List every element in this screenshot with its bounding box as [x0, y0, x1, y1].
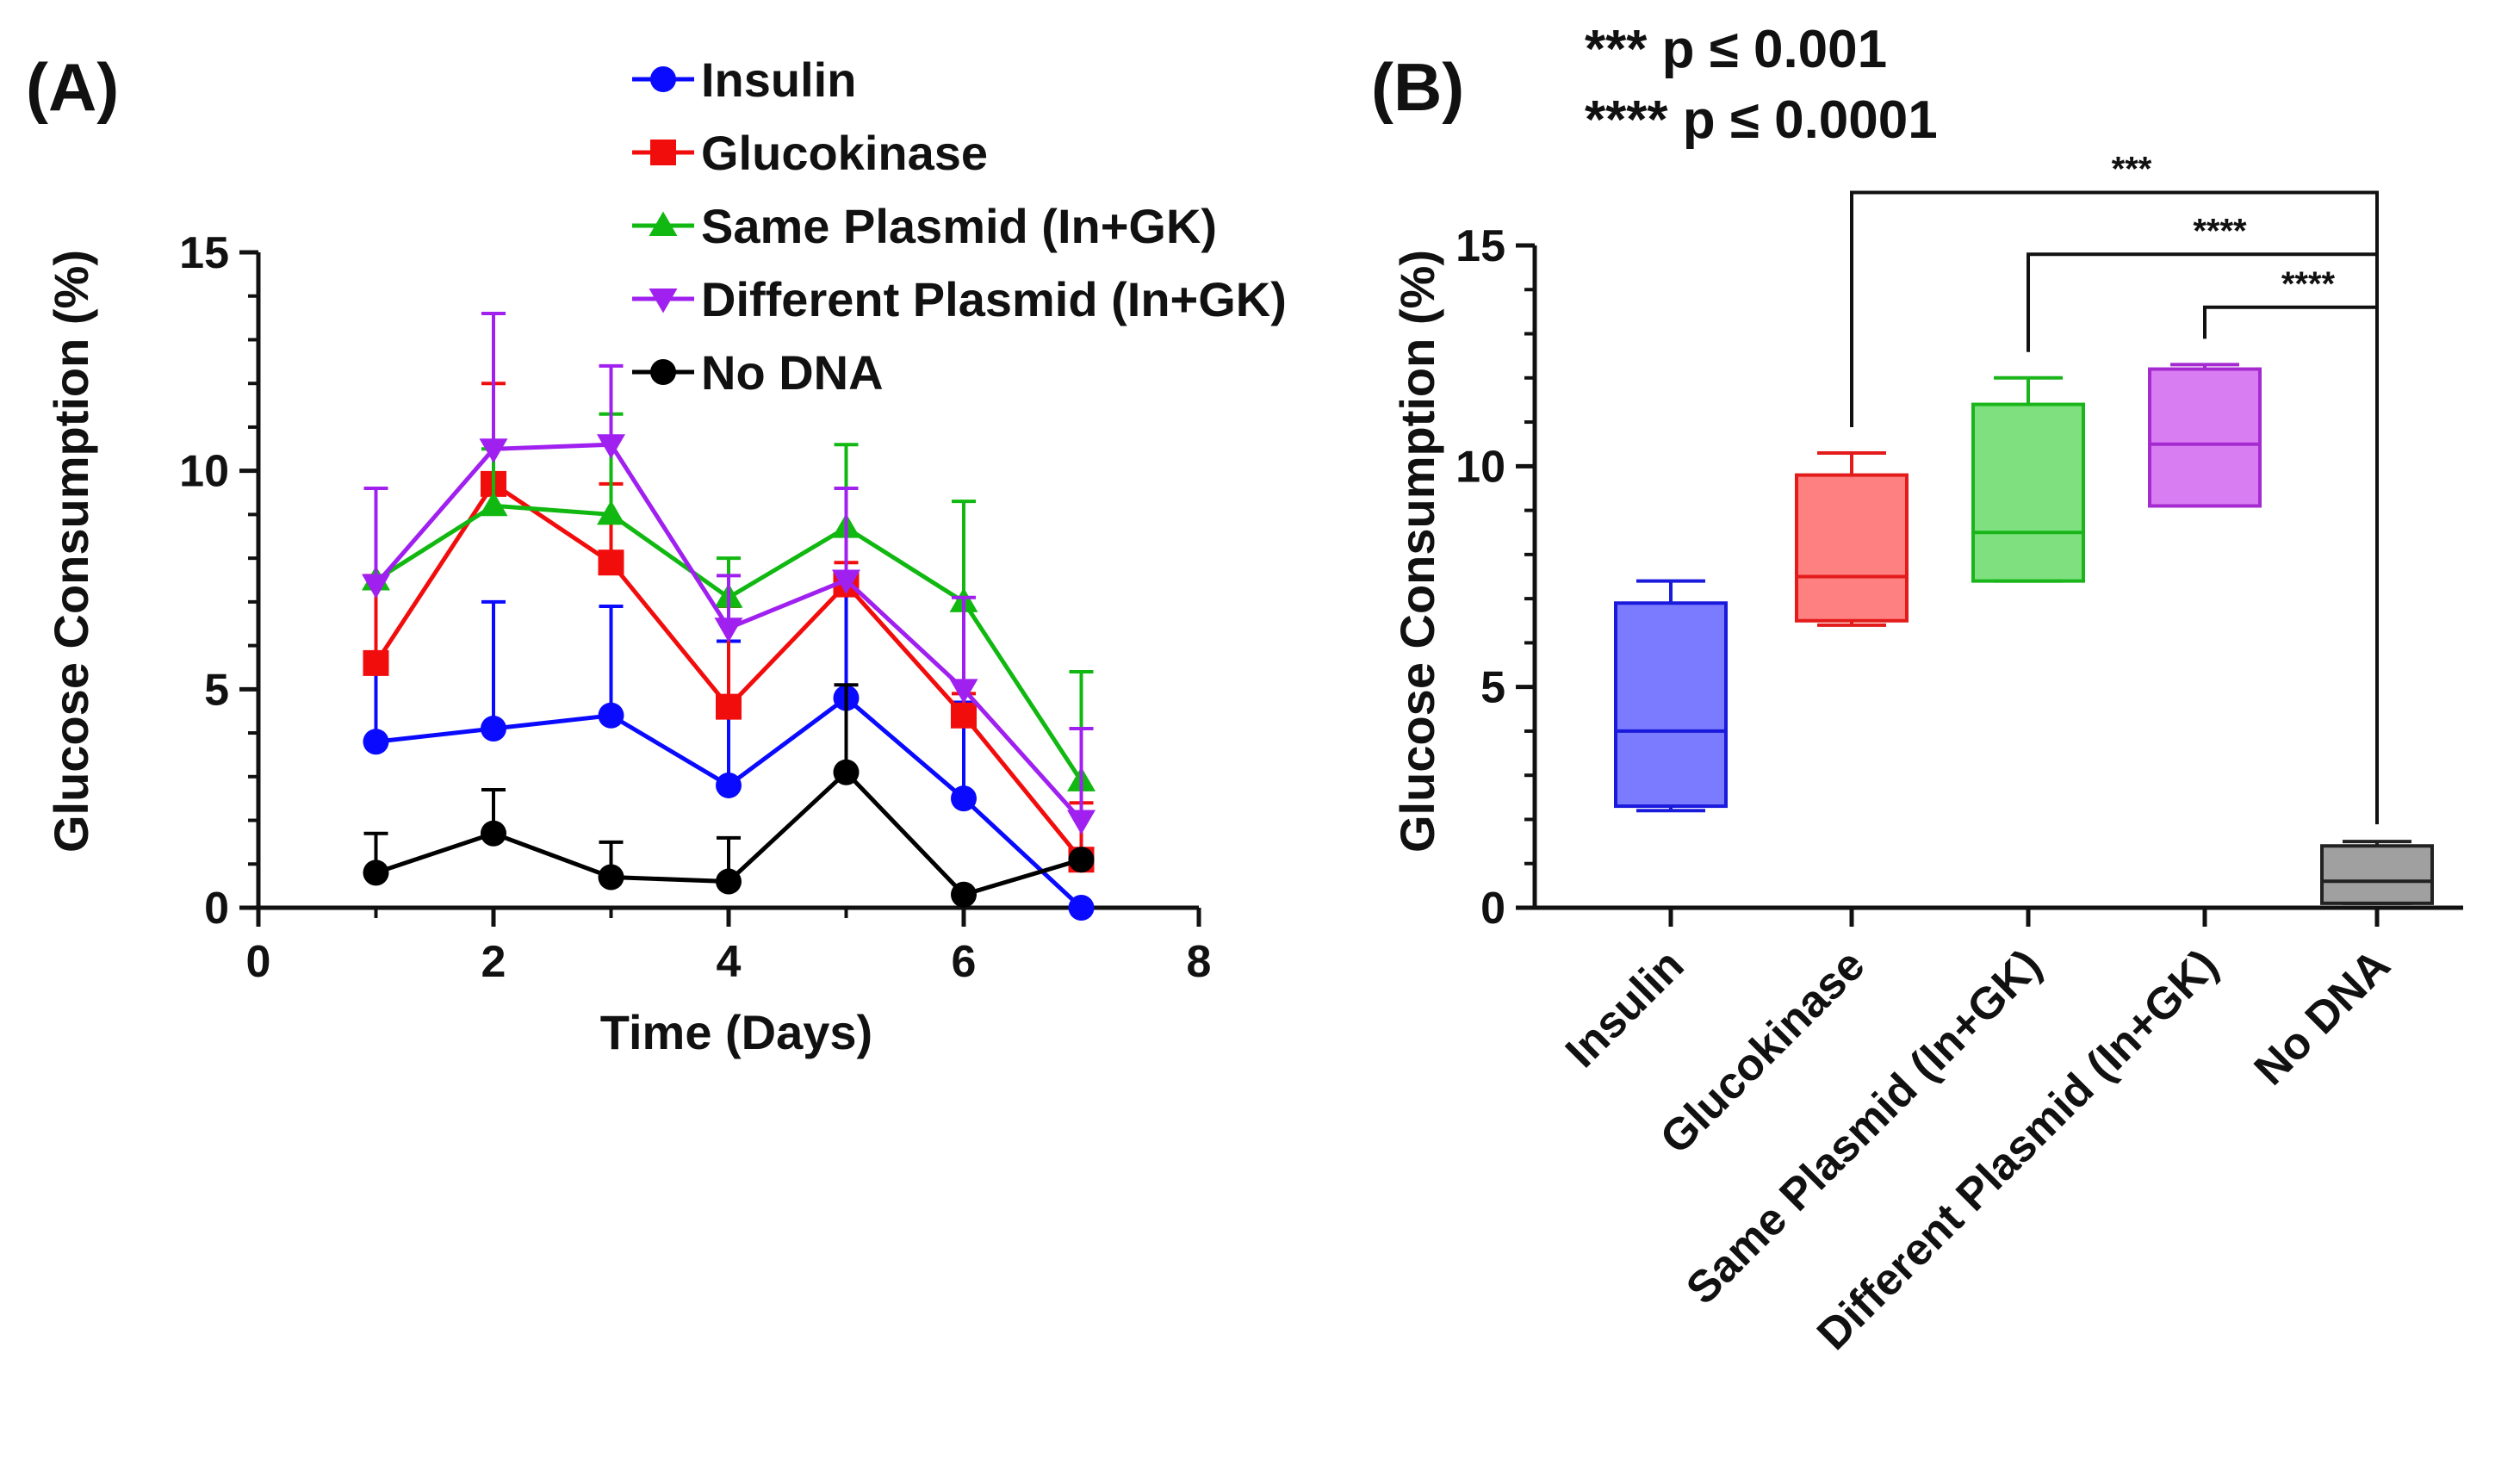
data-point: [951, 881, 977, 908]
legend-item-glucokinase: Glucokinase: [632, 126, 988, 180]
legend-item-different-plasmid-in-gk: Different Plasmid (In+GK): [632, 272, 1287, 326]
panel-a-x-tick-label: 8: [1187, 937, 1212, 987]
panel-b-category-label: Same Plasmid (In+GK): [1677, 940, 2051, 1313]
data-point: [598, 864, 624, 891]
data-point: [363, 860, 389, 886]
box-insulin: Insulin: [1556, 579, 1728, 1077]
series-no-dna: [363, 683, 1095, 908]
box-body: [1971, 402, 2085, 583]
data-point: [481, 820, 506, 847]
data-point: [597, 434, 625, 459]
data-point: [479, 491, 508, 517]
data-point: [1068, 847, 1095, 873]
data-point: [481, 715, 506, 742]
legend-label: Different Plasmid (In+GK): [701, 272, 1287, 326]
data-point: [949, 679, 978, 704]
panel-a-y-tick-label: 0: [204, 884, 229, 934]
significance-bracket: ****: [2203, 265, 2379, 418]
data-point: [716, 693, 742, 720]
panel-a-label: (A): [26, 49, 119, 125]
series-different-plasmid-in-gk: [362, 312, 1096, 835]
data-point: [832, 569, 860, 594]
significance-note-1: *** p ≤ 0.001: [1585, 20, 1887, 79]
legend-item-insulin: Insulin: [632, 53, 856, 107]
panel-b-label: (B): [1371, 49, 1464, 125]
significance-stars: ***: [2112, 150, 2152, 188]
data-point: [597, 500, 625, 525]
box-body: [1614, 601, 1728, 809]
legend-marker: [650, 140, 676, 165]
legend-item-no-dna: No DNA: [632, 345, 884, 400]
panel-a-plot: 0 5 10 15 0 2 4 6 8 Insulin Glucokinase Same Plasmi…: [179, 53, 1287, 987]
panel-b-y-tick-label: 15: [1456, 221, 1505, 271]
legend-label: Insulin: [701, 53, 856, 107]
significance-note-2: **** p ≤ 0.0001: [1585, 90, 1938, 150]
data-point: [714, 617, 743, 642]
data-point: [598, 702, 624, 729]
panel-b-ylabel: Glucose Consumption (%): [1390, 250, 1444, 853]
bracket-line: [2203, 305, 2379, 418]
box-no-dna: No DNA: [2245, 840, 2434, 1095]
panel-a-x-tick-label: 0: [246, 937, 271, 987]
legend-label: No DNA: [701, 345, 884, 400]
legend-label: Same Plasmid (In+GK): [701, 199, 1217, 253]
panel-a-x-tick-label: 4: [717, 937, 742, 987]
panel-b-y-tick-label: 0: [1480, 884, 1505, 934]
data-point: [363, 649, 389, 676]
panel-a-y-tick-label: 15: [179, 228, 229, 278]
data-point: [479, 438, 508, 463]
panel-a-x-tick-label: 6: [952, 937, 977, 987]
panel-a-x-tick-label: 2: [481, 937, 506, 987]
legend-marker: [649, 211, 678, 236]
data-point: [1068, 895, 1095, 921]
box-body: [2320, 844, 2434, 905]
legend-label: Glucokinase: [701, 126, 988, 180]
legend-item-same-plasmid-in-gk: Same Plasmid (In+GK): [632, 199, 1217, 253]
panel-a-y-tick-label: 5: [204, 665, 229, 715]
data-point: [598, 549, 624, 576]
box-body: [1795, 473, 1909, 623]
data-point: [951, 785, 977, 812]
legend-marker: [649, 289, 678, 313]
box-glucokinase: Glucokinase: [1651, 450, 1909, 1164]
data-point: [363, 729, 389, 755]
data-point: [833, 759, 860, 785]
panel-b-category-label: No DNA: [2245, 940, 2400, 1095]
data-point: [716, 868, 742, 895]
significance-stars: ****: [2281, 265, 2336, 303]
panel-a-xlabel: Time (Days): [600, 1005, 872, 1059]
data-point: [1067, 810, 1096, 835]
panel-b-y-tick-label: 5: [1480, 663, 1505, 713]
panel-b-category-label: Insulin: [1556, 940, 1693, 1077]
significance-stars: ****: [2193, 212, 2247, 250]
panel-a-y-tick-label: 10: [179, 447, 229, 497]
bracket-line: [1850, 190, 2379, 427]
data-point: [716, 772, 742, 798]
panel-b-y-tick-label: 10: [1456, 442, 1505, 492]
data-point: [951, 702, 977, 729]
data-point: [362, 574, 390, 599]
box-body: [2148, 367, 2262, 508]
legend-marker: [650, 359, 676, 385]
panel-a-ylabel: Glucose Consumption (%): [44, 250, 98, 853]
legend-marker: [650, 66, 676, 92]
